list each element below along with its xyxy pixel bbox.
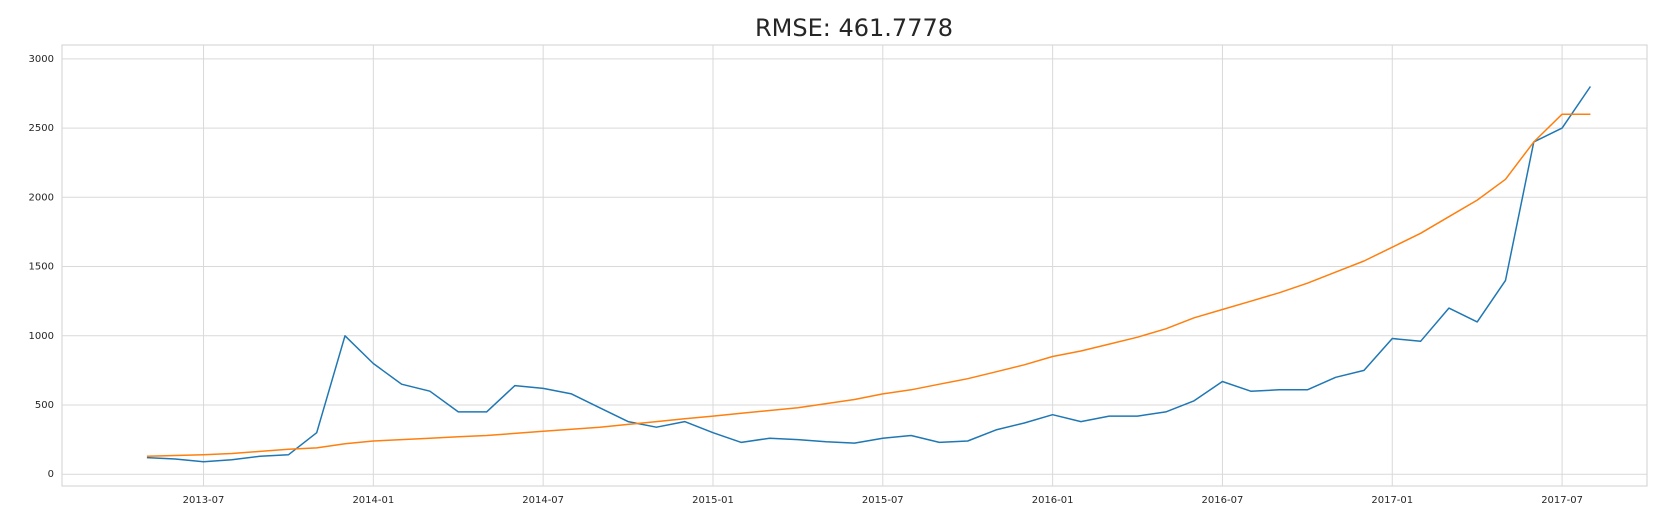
y-tick-label: 2500: [29, 123, 54, 134]
series-line: [146, 86, 1592, 463]
chart-title: RMSE: 461.7778: [755, 14, 953, 42]
x-tick-label: 2017-01: [1371, 495, 1413, 506]
y-tick-label: 0: [48, 469, 54, 480]
x-tick-label: 2016-07: [1202, 495, 1244, 506]
y-tick-label: 3000: [29, 54, 54, 65]
plot-area: [61, 44, 1648, 487]
x-tick-label: 2013-07: [183, 495, 225, 506]
x-tick-label: 2016-01: [1032, 495, 1074, 506]
x-tick-label: 2014-01: [352, 495, 394, 506]
x-tick-label: 2017-07: [1541, 495, 1583, 506]
series-line: [146, 113, 1591, 457]
y-tick-label: 1500: [29, 262, 54, 273]
y-tick-label: 1000: [29, 331, 54, 342]
y-tick-label: 2000: [29, 192, 54, 203]
y-tick-label: 500: [35, 400, 54, 411]
x-tick-label: 2015-01: [692, 495, 734, 506]
x-tick-label: 2015-07: [862, 495, 904, 506]
x-tick-label: 2014-07: [522, 495, 564, 506]
